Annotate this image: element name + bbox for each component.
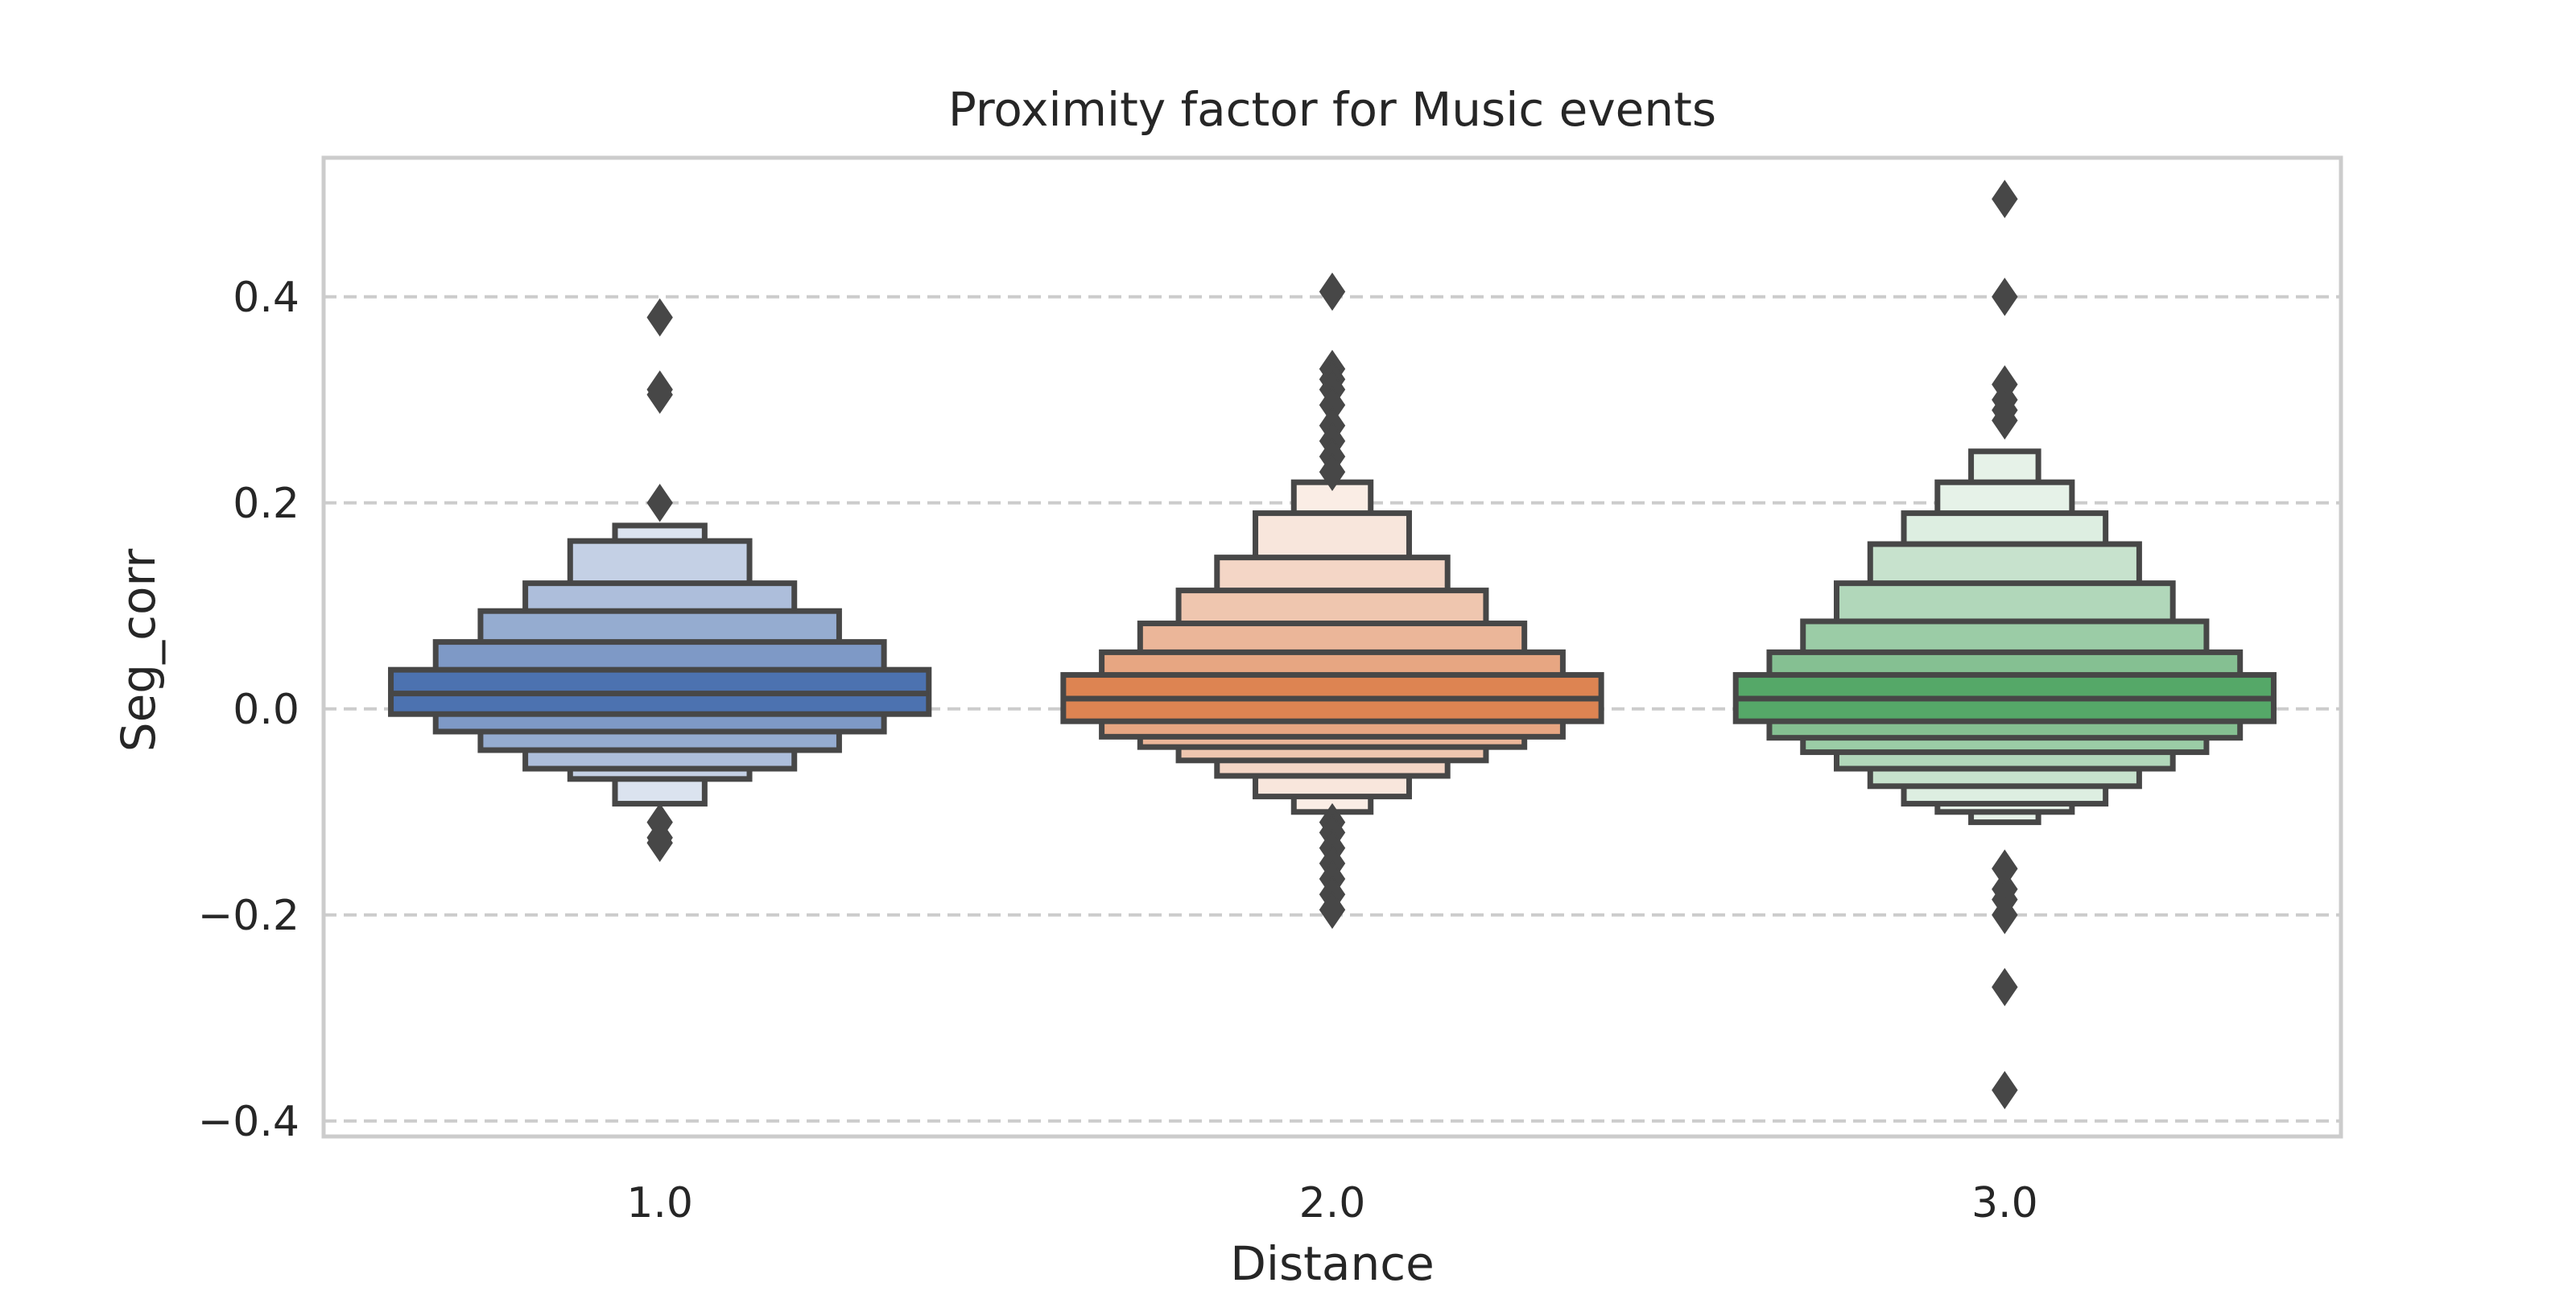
outlier-point	[646, 823, 673, 862]
y-tick-label: 0.0	[233, 686, 299, 734]
outlier-point	[1992, 179, 2018, 218]
outlier-point	[1992, 1070, 2018, 1110]
chart-title: Proximity factor for Music events	[948, 82, 1716, 137]
outlier-point	[1992, 896, 2018, 934]
x-tick-label: 3.0	[1971, 1179, 2038, 1227]
y-tick-label: −0.4	[198, 1098, 299, 1146]
boxen-group-3.0	[1732, 448, 2277, 826]
outlier-point	[1992, 278, 2018, 316]
x-tick-label: 1.0	[626, 1179, 693, 1227]
boxen-group-1.0	[388, 522, 932, 807]
y-axis-label: Seg_corr	[111, 549, 166, 753]
y-ticks: 0.4 0.2 0.0 −0.2 −0.4	[198, 274, 299, 1146]
y-tick-label: −0.2	[198, 892, 299, 940]
x-ticks: 1.0 2.0 3.0	[626, 1179, 2037, 1227]
y-tick-label: 0.2	[233, 480, 299, 528]
outlier-point	[646, 298, 673, 337]
outlier-point	[1319, 272, 1346, 311]
x-tick-label: 2.0	[1299, 1179, 1366, 1227]
outlier-point	[646, 375, 673, 415]
outlier-point	[1319, 452, 1346, 492]
outlier-point	[646, 484, 673, 522]
x-axis-label: Distance	[1230, 1236, 1435, 1288]
outlier-point	[1992, 401, 2018, 440]
plot-frame	[321, 155, 2343, 1139]
boxes-layer	[388, 448, 2277, 826]
boxen-group-2.0	[1060, 479, 1604, 815]
y-tick-label: 0.4	[233, 274, 299, 322]
outlier-point	[1992, 967, 2018, 1007]
outliers-layer	[646, 179, 2018, 1110]
outlier-point	[1319, 890, 1346, 930]
